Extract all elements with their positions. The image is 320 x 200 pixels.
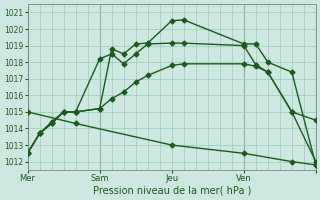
- X-axis label: Pression niveau de la mer( hPa ): Pression niveau de la mer( hPa ): [92, 186, 251, 196]
